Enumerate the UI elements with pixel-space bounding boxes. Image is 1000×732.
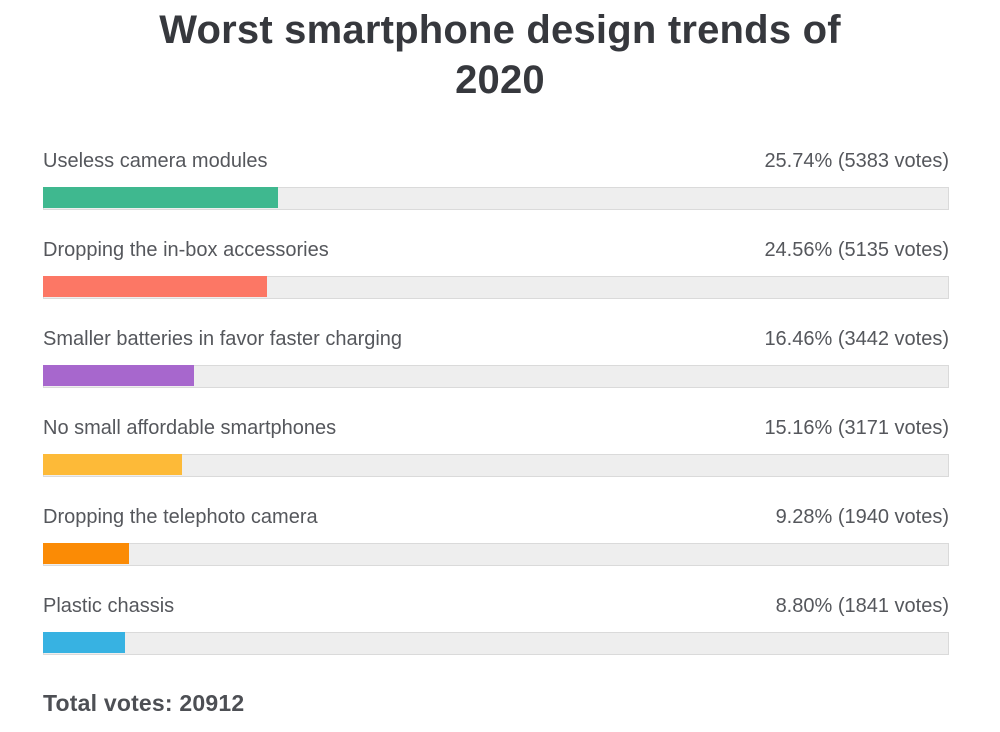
poll-title-line1: Worst smartphone design trends of xyxy=(159,8,841,52)
poll-bar-track xyxy=(43,365,949,388)
poll-stat-label: 9.28% (1940 votes) xyxy=(775,506,949,528)
poll-row: Plastic chassis 8.80% (1841 votes) xyxy=(43,593,949,655)
poll-title: Worst smartphone design trends of 2020 xyxy=(0,0,1000,105)
poll-option-label: Plastic chassis xyxy=(43,595,175,617)
poll-stat-label: 16.46% (3442 votes) xyxy=(764,328,949,350)
poll-row: Dropping the telephoto camera 9.28% (194… xyxy=(43,504,949,566)
poll-row-text: Dropping the telephoto camera 9.28% (194… xyxy=(43,504,949,530)
poll-bar-fill xyxy=(43,365,194,386)
poll-row: Useless camera modules 25.74% (5383 vote… xyxy=(43,148,949,210)
poll-bar-fill xyxy=(43,543,129,564)
poll-row: No small affordable smartphones 15.16% (… xyxy=(43,415,949,477)
poll-row-text: No small affordable smartphones 15.16% (… xyxy=(43,415,949,441)
poll-option-label: Dropping the in-box accessories xyxy=(43,239,329,261)
poll-stat-label: 8.80% (1841 votes) xyxy=(775,595,949,617)
poll-option-label: Smaller batteries in favor faster chargi… xyxy=(43,328,403,350)
poll-bar-track xyxy=(43,543,949,566)
poll-bar-track xyxy=(43,187,949,210)
poll-stat-label: 25.74% (5383 votes) xyxy=(764,150,949,172)
poll-title-line2: 2020 xyxy=(455,58,545,102)
poll-row-text: Plastic chassis 8.80% (1841 votes) xyxy=(43,593,949,619)
poll-row-text: Dropping the in-box accessories 24.56% (… xyxy=(43,237,949,263)
poll-stat-label: 15.16% (3171 votes) xyxy=(764,417,949,439)
poll-bar-track xyxy=(43,632,949,655)
poll-row: Smaller batteries in favor faster chargi… xyxy=(43,326,949,388)
poll-row: Dropping the in-box accessories 24.56% (… xyxy=(43,237,949,299)
poll-option-label: No small affordable smartphones xyxy=(43,417,337,439)
poll-option-label: Useless camera modules xyxy=(43,150,268,172)
poll-bar-track xyxy=(43,276,949,299)
poll-bar-fill xyxy=(43,454,183,475)
poll-option-label: Dropping the telephoto camera xyxy=(43,506,318,528)
poll-bar-fill xyxy=(43,276,268,297)
poll-stat-label: 24.56% (5135 votes) xyxy=(764,239,949,261)
poll-row-text: Smaller batteries in favor faster chargi… xyxy=(43,326,949,352)
poll-row-text: Useless camera modules 25.74% (5383 vote… xyxy=(43,148,949,174)
poll-bar-fill xyxy=(43,632,125,653)
poll-results-list: Useless camera modules 25.74% (5383 vote… xyxy=(43,148,949,682)
poll-bar-fill xyxy=(43,187,278,208)
total-votes-label: Total votes: 20912 xyxy=(43,690,245,716)
poll-bar-track xyxy=(43,454,949,477)
